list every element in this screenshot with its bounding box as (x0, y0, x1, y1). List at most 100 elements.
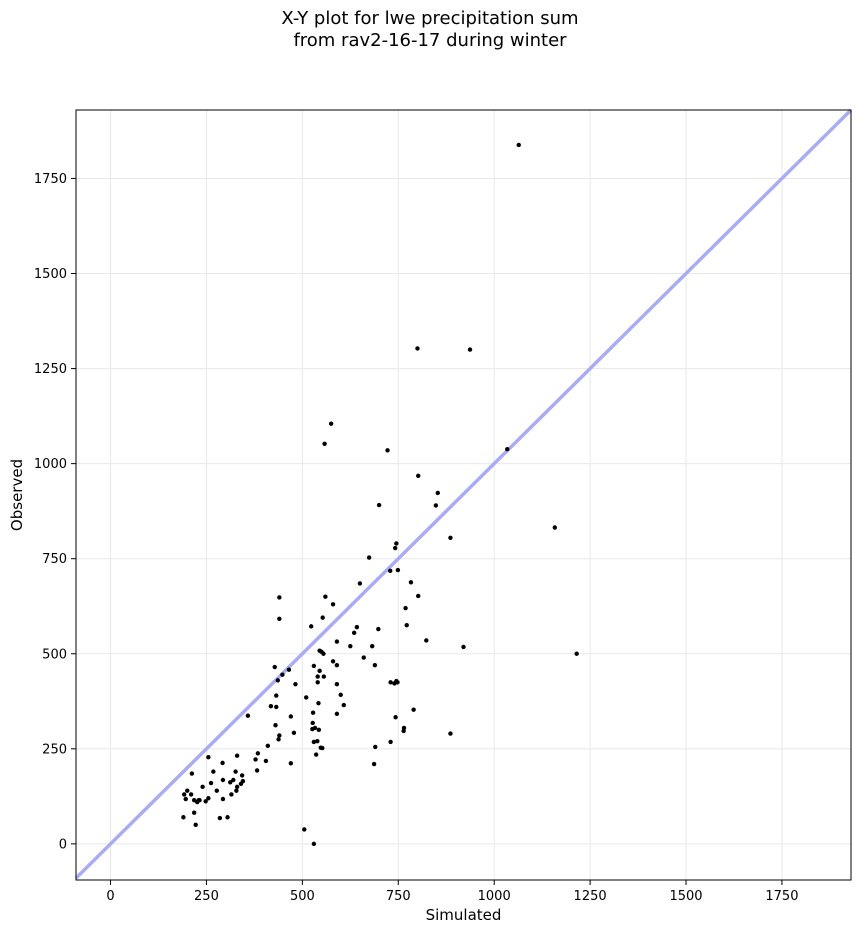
data-point-115 (214, 788, 220, 793)
y-tick-label-1750: 1750 (34, 172, 67, 187)
data-point-46 (330, 602, 336, 607)
data-point-95 (263, 758, 269, 764)
data-point-60 (321, 674, 327, 679)
x-tick-label-500: 500 (290, 889, 315, 904)
data-point-104 (233, 769, 238, 774)
plot-frame (75, 109, 852, 881)
grid (76, 110, 851, 880)
data-point-6 (461, 644, 466, 650)
data-point-86 (277, 733, 282, 738)
y-axis-label: Observed (8, 459, 26, 531)
data-point-121 (200, 784, 205, 790)
data-point-41 (357, 581, 363, 586)
data-point-7 (448, 731, 453, 736)
data-point-13 (376, 502, 382, 508)
data-point-111 (220, 796, 226, 802)
data-point-3 (505, 446, 510, 452)
data-point-85 (280, 672, 285, 677)
data-point-0 (516, 142, 521, 148)
data-point-77 (302, 827, 307, 832)
data-point-17 (394, 541, 399, 546)
data-point-67 (310, 720, 315, 726)
data-point-48 (334, 662, 340, 668)
data-point-99 (245, 713, 251, 718)
data-point-12 (385, 448, 390, 453)
chart-title-line-2: from rav2-16-17 during winter (293, 30, 567, 51)
data-point-16 (366, 555, 372, 560)
x-tick-label-1500: 1500 (669, 889, 702, 904)
data-point-4 (552, 525, 558, 530)
data-point-18 (393, 545, 398, 551)
data-point-8 (448, 535, 453, 540)
data-point-112 (220, 777, 226, 783)
data-point-87 (276, 737, 281, 742)
data-point-94 (265, 743, 271, 748)
data-point-96 (255, 751, 261, 756)
data-point-25 (424, 638, 429, 643)
y-tick-label-500: 500 (42, 647, 67, 662)
data-point-38 (376, 626, 381, 632)
data-point-62 (311, 663, 317, 669)
x-axis-ticks: 0 250 500 750 1000 1250 1500 1750 (106, 880, 798, 904)
data-point-51 (334, 711, 340, 717)
data-point-57 (321, 651, 326, 656)
data-point-36 (388, 680, 393, 685)
data-point-106 (234, 788, 239, 793)
data-point-126 (191, 810, 197, 815)
data-point-108 (228, 780, 233, 785)
data-point-73 (311, 739, 317, 745)
data-point-83 (291, 730, 297, 736)
data-point-76 (311, 841, 317, 847)
data-point-29 (393, 715, 398, 720)
data-point-120 (203, 799, 208, 804)
chart-title: X-Y plot for lwe precipitation sum from … (0, 8, 860, 52)
data-point-5 (574, 651, 579, 656)
data-point-81 (286, 667, 292, 672)
x-axis-label: Simulated (426, 906, 502, 924)
data-point-43 (351, 630, 357, 636)
data-point-103 (234, 753, 240, 758)
data-point-65 (316, 700, 321, 706)
data-point-78 (277, 595, 282, 600)
y-axis-ticks: 0 250 500 750 1000 1250 1500 1750 (34, 172, 76, 852)
data-point-118 (206, 754, 211, 760)
data-point-24 (404, 623, 409, 628)
data-point-116 (211, 769, 216, 774)
data-point-130 (185, 788, 190, 793)
data-point-23 (403, 605, 408, 611)
data-point-93 (273, 723, 278, 728)
data-point-19 (388, 568, 393, 574)
data-point-97 (253, 757, 258, 762)
data-point-28 (401, 728, 406, 734)
data-point-128 (189, 771, 195, 776)
data-point-102 (238, 781, 244, 786)
data-point-66 (303, 695, 309, 700)
data-point-80 (293, 681, 298, 687)
data-point-54 (320, 615, 325, 620)
data-point-21 (408, 580, 414, 585)
data-point-119 (206, 796, 211, 801)
x-tick-label-250: 250 (194, 889, 219, 904)
data-point-42 (354, 624, 360, 630)
data-point-64 (310, 710, 316, 715)
data-point-30 (373, 744, 378, 750)
x-tick-label-750: 750 (386, 889, 411, 904)
y-tick-label-750: 750 (42, 552, 67, 567)
data-point-127 (191, 797, 197, 803)
data-point-79 (277, 616, 282, 621)
data-point-26 (411, 707, 416, 712)
data-point-84 (288, 761, 294, 766)
data-point-40 (361, 655, 366, 660)
data-point-131 (183, 796, 188, 802)
data-point-37 (372, 662, 378, 668)
data-point-88 (272, 664, 277, 670)
data-point-11 (416, 473, 421, 478)
data-point-22 (416, 593, 421, 599)
data-point-58 (315, 674, 320, 679)
data-point-2 (467, 347, 473, 352)
reference-line-group (74, 108, 853, 880)
x-tick-label-1000: 1000 (478, 889, 511, 904)
data-point-45 (334, 639, 340, 644)
data-point-98 (254, 768, 260, 773)
